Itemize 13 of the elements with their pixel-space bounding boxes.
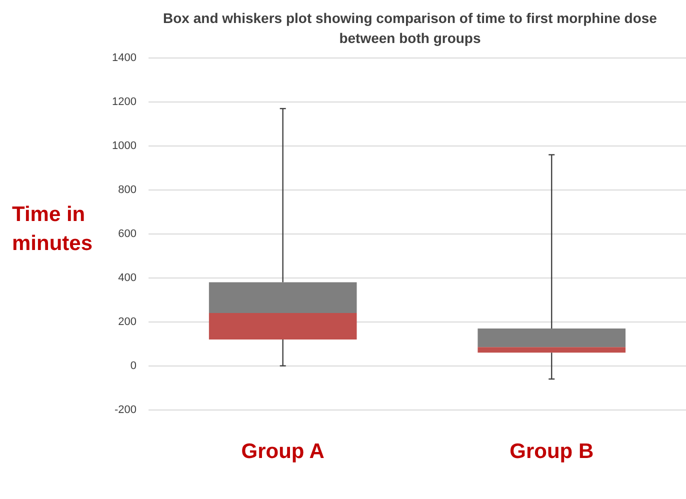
y-tick-label: 1400 — [112, 52, 136, 64]
y-tick-label: 1000 — [112, 140, 136, 152]
y-tick-label: -200 — [114, 404, 136, 416]
y-tick-label: 200 — [118, 316, 136, 328]
y-tick-label: 800 — [118, 184, 136, 196]
y-tick-label: 0 — [130, 360, 136, 372]
chart-title: Box and whiskers plot showing comparison of time to first morphine dose between both groups — [162, 9, 658, 48]
y-tick-label: 1200 — [112, 96, 136, 108]
x-tick-label: Group B — [510, 440, 594, 464]
x-tick-label: Group A — [241, 440, 324, 464]
y-tick-label: 400 — [118, 272, 136, 284]
y-axis-title: Time in minutes — [12, 202, 94, 257]
y-tick-label: 600 — [118, 228, 136, 240]
